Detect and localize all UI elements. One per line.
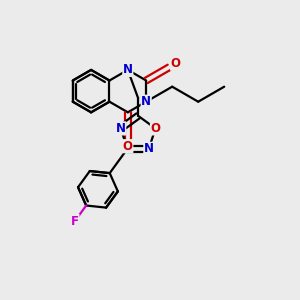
Text: O: O (151, 122, 160, 135)
Text: N: N (116, 122, 126, 135)
Text: O: O (123, 140, 133, 153)
Text: N: N (144, 142, 154, 155)
Text: N: N (123, 63, 133, 76)
Text: N: N (141, 95, 151, 108)
Text: F: F (71, 214, 79, 227)
Text: O: O (170, 57, 181, 70)
